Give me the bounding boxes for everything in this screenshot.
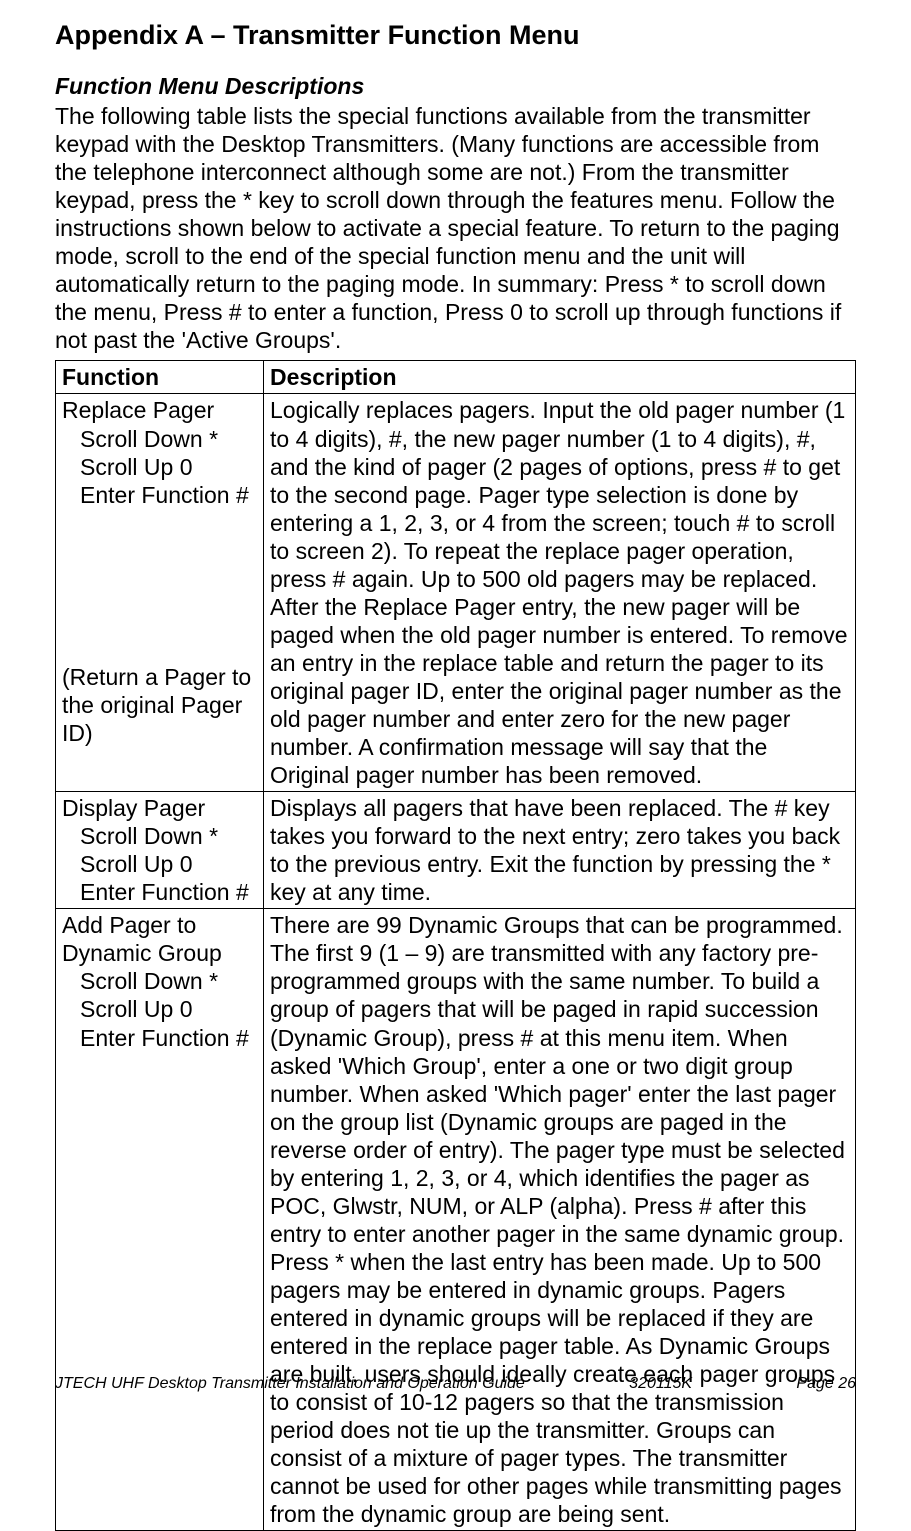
function-instruction: Enter Function # [62, 878, 257, 906]
header-function: Function [56, 361, 264, 394]
function-instruction: Scroll Down * [62, 822, 257, 850]
footer-left: JTECH UHF Desktop Transmitter Installati… [55, 1375, 525, 1393]
document-page: Appendix A – Transmitter Function Menu F… [0, 0, 911, 1418]
function-table: Function Description Replace Pager Scrol… [55, 360, 856, 1531]
footer-center: 320115K [629, 1375, 692, 1393]
table-header-row: Function Description [56, 361, 856, 394]
section-subtitle: Function Menu Descriptions [55, 73, 856, 100]
function-instruction: Scroll Up 0 [62, 453, 257, 481]
description-cell: Displays all pagers that have been repla… [264, 792, 856, 909]
function-instruction: Scroll Up 0 [62, 850, 257, 878]
function-cell: Replace Pager Scroll Down * Scroll Up 0 … [56, 394, 264, 792]
footer-right: Page 26 [796, 1375, 856, 1393]
header-description: Description [264, 361, 856, 394]
appendix-title: Appendix A – Transmitter Function Menu [55, 20, 856, 51]
function-instruction: Scroll Down * [62, 967, 257, 995]
function-cell: Add Pager to Dynamic Group Scroll Down *… [56, 909, 264, 1531]
function-instruction: Enter Function # [62, 481, 257, 509]
function-note: (Return a Pager to the original Pager ID… [62, 663, 257, 747]
spacer [62, 509, 257, 639]
table-row: Add Pager to Dynamic Group Scroll Down *… [56, 909, 856, 1531]
intro-paragraph: The following table lists the special fu… [55, 102, 856, 354]
page-footer: JTECH UHF Desktop Transmitter Installati… [55, 1375, 856, 1393]
description-cell: Logically replaces pagers. Input the old… [264, 394, 856, 792]
table-row: Display Pager Scroll Down * Scroll Up 0 … [56, 792, 856, 909]
function-instruction: Enter Function # [62, 1024, 257, 1052]
function-name: Display Pager [62, 794, 257, 822]
function-name: Add Pager to Dynamic Group [62, 911, 257, 967]
function-name: Replace Pager [62, 396, 257, 424]
description-cell: There are 99 Dynamic Groups that can be … [264, 909, 856, 1531]
function-instruction: Scroll Down * [62, 425, 257, 453]
function-cell: Display Pager Scroll Down * Scroll Up 0 … [56, 792, 264, 909]
table-row: Replace Pager Scroll Down * Scroll Up 0 … [56, 394, 856, 792]
function-instruction: Scroll Up 0 [62, 995, 257, 1023]
